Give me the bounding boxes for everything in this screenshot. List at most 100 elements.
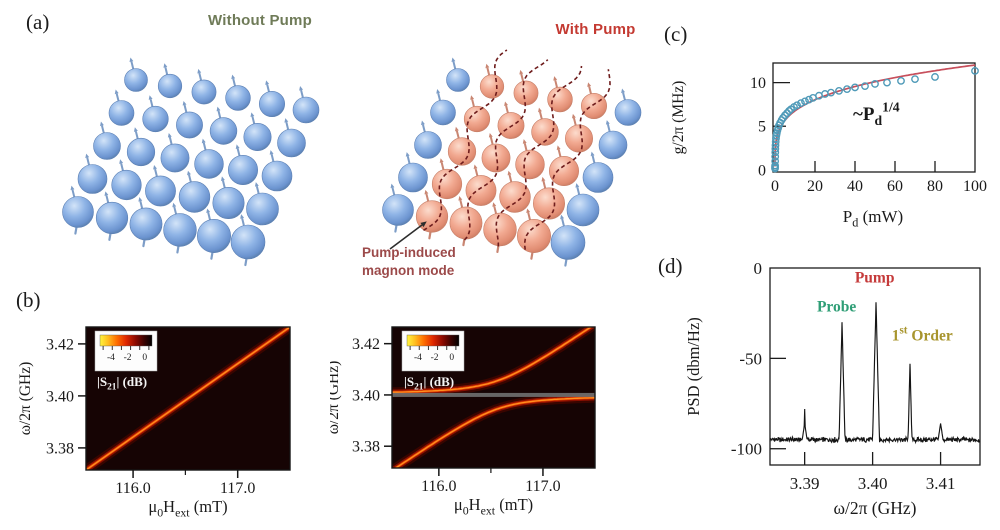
spin-arrowhead-icon: [507, 170, 512, 176]
spin-arrowhead-icon: [133, 127, 138, 132]
sphere: [191, 79, 217, 105]
pump-feedthrough-line: [392, 392, 595, 397]
without-pump-title: Without Pump: [208, 12, 312, 29]
sphere: [243, 123, 272, 152]
y-axis-label: PSD (dbm/Hz): [684, 317, 703, 416]
sphere: [77, 164, 108, 194]
sphere: [157, 73, 183, 99]
spin-arrowhead-icon: [488, 132, 493, 138]
data-point: [971, 66, 979, 75]
x-tick-label: 40: [847, 178, 863, 195]
pumped-sphere: [549, 156, 580, 187]
panel-d-label: (d): [658, 254, 683, 278]
panel-b-label: (b): [16, 288, 41, 312]
y-axis-label: ω/2π (GHz): [330, 361, 342, 435]
data-point: [771, 161, 780, 170]
data-point: [843, 85, 851, 94]
x-tick-label: 100: [963, 178, 987, 195]
data-point: [911, 75, 919, 84]
psd-spectrum-chart: 0 -50 -100 3.39 3.40 3.41 Probe Pump 1st Order PS…: [684, 259, 981, 518]
sphere: [129, 207, 163, 241]
pumped-sphere: [513, 80, 539, 106]
spin-arrowhead-icon: [265, 80, 270, 85]
spin-arrowhead-icon: [560, 214, 565, 220]
sphere: [398, 162, 428, 193]
spin-arrowhead-icon: [621, 88, 626, 94]
x-tick-label: 117.0: [525, 478, 560, 495]
spin-arrowhead-icon: [492, 202, 497, 207]
x-tick-label: 116.0: [421, 478, 456, 495]
x-tick-label: 3.40: [858, 474, 888, 493]
x-axis-label: ω/2π (GHz): [833, 498, 916, 518]
spin-arrowhead-icon: [197, 68, 202, 74]
spin-arrowhead-icon: [216, 106, 221, 112]
pumped-sphere: [465, 175, 497, 206]
peak-label: Probe: [817, 298, 856, 315]
y-tick-label: 0: [754, 259, 763, 278]
spin-arrowhead-icon: [269, 150, 274, 155]
spin-arrowhead-icon: [439, 158, 444, 163]
sphere: [598, 130, 628, 160]
spin-arrowhead-icon: [605, 120, 610, 125]
data-point: [805, 95, 813, 104]
plot-border: [391, 326, 596, 469]
sphere: [259, 90, 286, 117]
data-point: [783, 109, 791, 118]
scatter-points: [771, 66, 979, 173]
y-tick-label: 3.38: [352, 439, 380, 456]
spin-arrowhead-icon: [129, 57, 134, 63]
sphere: [566, 193, 600, 227]
magnon-mode-dashed-curve: [495, 65, 583, 247]
spin-arrowhead-icon: [541, 176, 546, 182]
sphere: [246, 192, 279, 226]
spin-arrowhead-icon: [571, 113, 576, 119]
sphere: [414, 131, 442, 159]
coupling-vs-power-chart: 0 20 40 60 80 100 0 5 10 ~Pd1/4 g/2π (MHz) Pd (mW): [670, 62, 987, 229]
spin-arrowhead-icon: [424, 189, 429, 195]
peak-label: 1st Order: [892, 324, 953, 344]
sphere: [160, 143, 190, 173]
magnon-mode-dashed-curve: [524, 69, 611, 250]
data-point: [797, 99, 805, 108]
sphere: [614, 99, 642, 126]
data-point: [827, 88, 835, 97]
y-tick-label: 3.42: [352, 336, 380, 353]
annotation-line2: magnon mode: [362, 262, 455, 278]
spin-arrowhead-icon: [473, 164, 478, 170]
plot-border: [772, 62, 976, 173]
heatmap-with-pump: -4 -2 0 |S21| (dB) 3.38 3.40 3.42 116.0 117.0 ω/2…: [330, 326, 596, 517]
spin-arrowhead-icon: [575, 183, 580, 188]
spin-arrowhead-icon: [522, 139, 527, 144]
spin-arrowhead-icon: [556, 145, 561, 150]
pumped-sphere: [547, 86, 573, 113]
x-tick-label: 116.0: [115, 480, 150, 497]
magnon-branch-lower: [394, 397, 595, 468]
sphere: [194, 149, 224, 179]
data-point: [781, 111, 789, 120]
spin-arrowhead-icon: [85, 153, 90, 159]
y-tick-label: 3.38: [46, 440, 74, 457]
spin-arrowhead-icon: [485, 63, 490, 69]
heatmap-without-pump: -4 -2 0 |S21| (dB) 3.38 3.40 3.42 116.0 117.0 ω/2…: [17, 326, 291, 519]
pumped-sphere: [463, 105, 491, 133]
data-point: [793, 101, 801, 110]
pumped-sphere: [517, 219, 552, 254]
magnon-mode-dashed-curve: [423, 49, 508, 231]
sphere-lattice: [62, 57, 320, 267]
y-axis-label: ω/2π (GHz): [17, 362, 34, 436]
pumped-sphere: [531, 118, 559, 146]
sphere: [277, 128, 306, 158]
sphere: [124, 68, 148, 92]
pumped-sphere: [533, 187, 566, 220]
sphere-lattice: [382, 57, 642, 267]
lattice-with-pump: [382, 49, 642, 267]
y-tick-label: 3.40: [352, 387, 380, 404]
y-tick-label: -100: [731, 440, 762, 459]
sphere: [108, 100, 135, 126]
data-point: [931, 73, 939, 81]
data-point: [897, 76, 905, 85]
pump-induced-annotation: Pump-induced magnon mode: [362, 244, 456, 280]
pumped-sphere: [449, 206, 483, 240]
y-tick-label: 0: [758, 162, 766, 179]
